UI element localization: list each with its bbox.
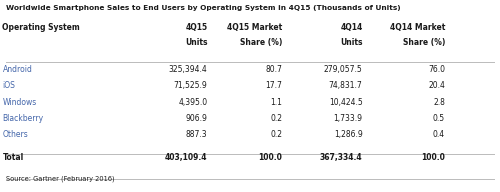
Text: Operating System: Operating System [2,23,80,32]
Text: 76.0: 76.0 [428,65,445,74]
Text: Share (%): Share (%) [402,38,445,47]
Text: 4Q15: 4Q15 [186,23,208,32]
Text: 80.7: 80.7 [266,65,282,74]
Text: 17.7: 17.7 [266,81,282,90]
Text: 1,286.9: 1,286.9 [334,130,362,139]
Text: 367,334.4: 367,334.4 [320,153,362,162]
Text: 4Q14: 4Q14 [340,23,362,32]
Text: 0.4: 0.4 [433,130,445,139]
Text: Blackberry: Blackberry [2,114,43,123]
Text: Android: Android [2,65,32,74]
Text: 403,109.4: 403,109.4 [165,153,208,162]
Text: 4Q14 Market: 4Q14 Market [390,23,445,32]
Text: 887.3: 887.3 [186,130,208,139]
Text: 100.0: 100.0 [258,153,282,162]
Text: 100.0: 100.0 [421,153,445,162]
Text: 74,831.7: 74,831.7 [329,81,362,90]
Text: 0.5: 0.5 [433,114,445,123]
Text: Source: Gartner (February 2016): Source: Gartner (February 2016) [6,176,114,182]
Text: 0.2: 0.2 [270,114,282,123]
Text: Worldwide Smartphone Sales to End Users by Operating System in 4Q15 (Thousands o: Worldwide Smartphone Sales to End Users … [6,5,400,11]
Text: Share (%): Share (%) [240,38,282,47]
Text: 2.8: 2.8 [433,98,445,107]
Text: Units: Units [340,38,362,47]
Text: 4Q15 Market: 4Q15 Market [227,23,282,32]
Text: 71,525.9: 71,525.9 [174,81,208,90]
Text: 4,395.0: 4,395.0 [178,98,208,107]
Text: 279,057.5: 279,057.5 [324,65,362,74]
Text: 20.4: 20.4 [428,81,445,90]
Text: Others: Others [2,130,28,139]
Text: 10,424.5: 10,424.5 [329,98,362,107]
Text: 1.1: 1.1 [270,98,282,107]
Text: 0.2: 0.2 [270,130,282,139]
Text: 1,733.9: 1,733.9 [334,114,362,123]
Text: Units: Units [185,38,208,47]
Text: iOS: iOS [2,81,16,90]
Text: 906.9: 906.9 [186,114,208,123]
Text: 325,394.4: 325,394.4 [169,65,207,74]
Text: Total: Total [2,153,24,162]
Text: Windows: Windows [2,98,37,107]
